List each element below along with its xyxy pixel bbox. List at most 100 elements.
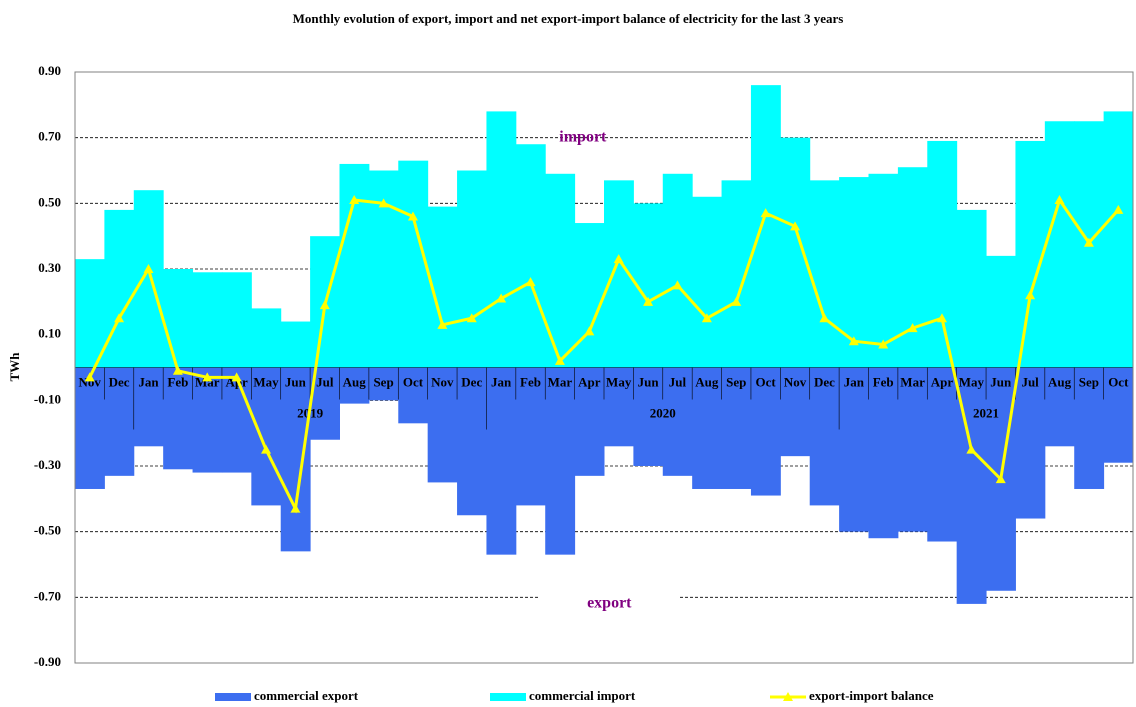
x-tick-label: Oct xyxy=(756,374,777,389)
bar xyxy=(780,367,811,457)
balance-marker xyxy=(496,293,507,303)
x-tick-label: Dec xyxy=(814,374,835,389)
x-tick-label: Jul xyxy=(316,374,334,389)
balance-marker xyxy=(114,313,125,323)
chart-title: Monthly evolution of export, import and … xyxy=(293,11,844,26)
bar xyxy=(192,272,223,368)
legend-label: commercial import xyxy=(529,688,636,703)
bar xyxy=(163,269,194,368)
bar xyxy=(75,259,105,368)
balance-marker xyxy=(672,280,683,290)
bar xyxy=(1015,367,1046,519)
bar xyxy=(398,160,429,368)
year-label: 2020 xyxy=(650,405,676,420)
x-tick-label: Nov xyxy=(784,374,807,389)
x-tick-label: Aug xyxy=(343,374,367,389)
x-tick-label: Oct xyxy=(403,374,424,389)
bar xyxy=(1044,121,1075,368)
bar xyxy=(486,111,517,368)
balance-line xyxy=(88,196,1120,514)
x-tick-label: Nov xyxy=(431,374,454,389)
bar xyxy=(927,140,958,368)
bar xyxy=(574,367,605,476)
balance-marker xyxy=(731,296,742,306)
x-tick-label: Sep xyxy=(373,374,393,389)
bar xyxy=(515,144,546,368)
bar xyxy=(721,367,752,489)
bar xyxy=(133,190,164,368)
bar xyxy=(1103,111,1134,368)
balance-marker xyxy=(407,211,418,221)
x-tick-label: Sep xyxy=(1079,374,1099,389)
bar xyxy=(251,308,282,368)
x-tick-label: Jan xyxy=(844,374,865,389)
balance-marker xyxy=(202,372,213,382)
bar xyxy=(457,170,487,368)
balance-marker xyxy=(172,365,183,375)
balance-marker xyxy=(878,339,889,349)
bar xyxy=(104,367,135,476)
bar xyxy=(1044,367,1075,447)
bar xyxy=(163,367,194,470)
x-tick-label: Apr xyxy=(578,374,601,389)
bar xyxy=(1103,367,1134,463)
bar xyxy=(897,167,928,368)
bar xyxy=(839,177,869,368)
x-tick-label: May xyxy=(253,374,279,389)
x-tick-label: Jul xyxy=(1021,374,1039,389)
bar xyxy=(133,367,164,447)
y-tick-label: -0.50 xyxy=(34,523,61,538)
bar xyxy=(545,173,576,368)
balance-marker xyxy=(701,313,712,323)
plot-border xyxy=(74,71,1134,664)
bar xyxy=(927,367,958,542)
bar xyxy=(221,272,252,368)
bar xyxy=(1015,140,1046,368)
balance-marker xyxy=(760,208,771,218)
x-tick-label: May xyxy=(959,374,985,389)
bar xyxy=(1074,367,1105,489)
x-tick-label: Sep xyxy=(726,374,746,389)
x-tick-label: Jun xyxy=(285,374,307,389)
balance-marker xyxy=(584,326,595,336)
x-tick-label: Dec xyxy=(461,374,482,389)
x-tick-label: Feb xyxy=(520,374,541,389)
legend-label: export-import balance xyxy=(809,688,934,703)
bar xyxy=(868,173,899,368)
balance-marker xyxy=(466,313,477,323)
balance-marker xyxy=(261,444,272,454)
balance-marker xyxy=(613,254,624,264)
bar xyxy=(809,367,840,506)
x-tick-label: Apr xyxy=(931,374,954,389)
x-tick-label: Jun xyxy=(638,374,660,389)
bar xyxy=(221,367,252,473)
balance-marker xyxy=(1113,204,1124,214)
balance-marker xyxy=(143,264,154,273)
bar xyxy=(104,209,135,368)
x-tick-label: Aug xyxy=(695,374,719,389)
balance-marker xyxy=(290,503,301,513)
y-tick-label: -0.90 xyxy=(34,654,61,669)
legend-label: commercial export xyxy=(254,688,359,703)
bar xyxy=(692,367,723,489)
bar xyxy=(839,367,869,532)
balance-marker xyxy=(819,313,830,323)
annotation-bg xyxy=(539,593,680,614)
balance-marker xyxy=(643,296,654,306)
balance-marker xyxy=(936,313,947,323)
bar xyxy=(633,367,664,466)
balance-marker xyxy=(525,277,536,287)
year-label: 2021 xyxy=(973,405,999,420)
legend-swatch xyxy=(215,693,251,701)
bar xyxy=(780,137,811,368)
y-axis-title: TWh xyxy=(7,352,22,382)
bar xyxy=(427,367,458,483)
y-tick-label: 0.70 xyxy=(38,129,61,144)
bar xyxy=(897,367,928,532)
bar xyxy=(868,367,899,539)
y-tick-label: 0.10 xyxy=(38,326,61,341)
balance-marker xyxy=(907,323,918,333)
bar xyxy=(750,367,781,496)
x-tick-label: Jan xyxy=(138,374,159,389)
legend-marker xyxy=(783,692,793,701)
